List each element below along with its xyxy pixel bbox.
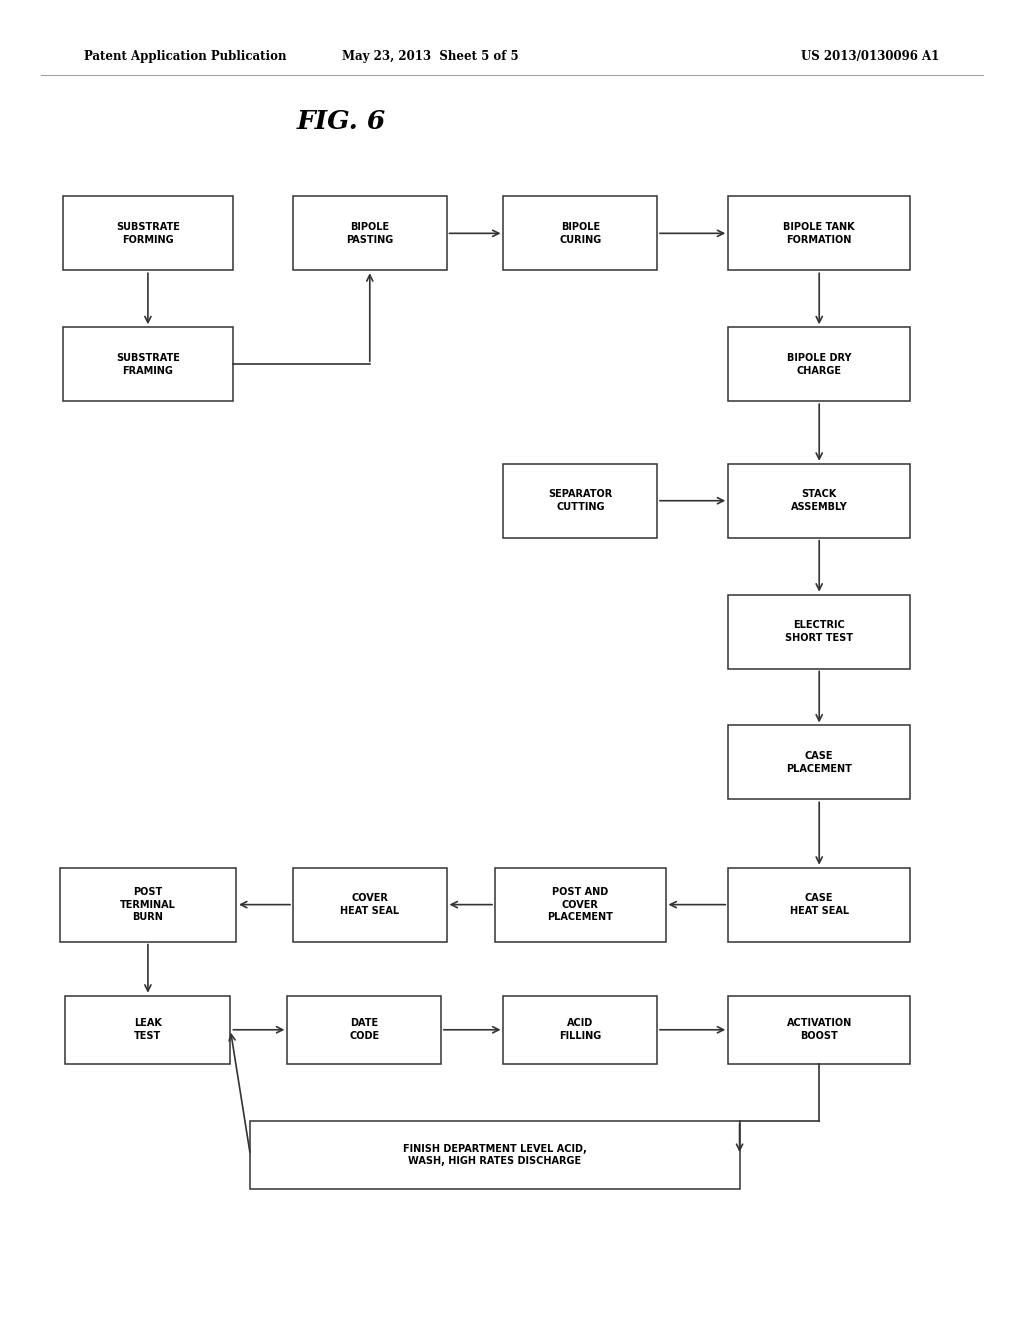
Text: FINISH DEPARTMENT LEVEL ACID,
WASH, HIGH RATES DISCHARGE: FINISH DEPARTMENT LEVEL ACID, WASH, HIGH…: [403, 1143, 587, 1167]
FancyBboxPatch shape: [250, 1121, 739, 1189]
Text: BIPOLE TANK
FORMATION: BIPOLE TANK FORMATION: [783, 222, 855, 244]
FancyBboxPatch shape: [293, 197, 446, 271]
Text: BIPOLE
PASTING: BIPOLE PASTING: [346, 222, 393, 244]
FancyBboxPatch shape: [728, 197, 910, 271]
FancyBboxPatch shape: [62, 327, 233, 401]
FancyBboxPatch shape: [728, 594, 910, 668]
Text: ACTIVATION
BOOST: ACTIVATION BOOST: [786, 1018, 852, 1041]
Text: CASE
HEAT SEAL: CASE HEAT SEAL: [790, 894, 849, 916]
FancyBboxPatch shape: [495, 867, 666, 941]
Text: LEAK
TEST: LEAK TEST: [134, 1018, 162, 1041]
Text: May 23, 2013  Sheet 5 of 5: May 23, 2013 Sheet 5 of 5: [342, 50, 518, 63]
Text: SEPARATOR
CUTTING: SEPARATOR CUTTING: [548, 490, 612, 512]
FancyBboxPatch shape: [728, 327, 910, 401]
FancyBboxPatch shape: [504, 197, 657, 271]
Text: Patent Application Publication: Patent Application Publication: [84, 50, 287, 63]
FancyBboxPatch shape: [59, 867, 237, 941]
Text: US 2013/0130096 A1: US 2013/0130096 A1: [801, 50, 940, 63]
Text: ACID
FILLING: ACID FILLING: [559, 1018, 601, 1041]
Text: CASE
PLACEMENT: CASE PLACEMENT: [786, 751, 852, 774]
Text: BIPOLE DRY
CHARGE: BIPOLE DRY CHARGE: [787, 352, 851, 376]
FancyBboxPatch shape: [288, 995, 441, 1064]
Text: ELECTRIC
SHORT TEST: ELECTRIC SHORT TEST: [785, 620, 853, 643]
FancyBboxPatch shape: [728, 995, 910, 1064]
Text: DATE
CODE: DATE CODE: [349, 1018, 379, 1041]
Text: BIPOLE
CURING: BIPOLE CURING: [559, 222, 601, 244]
FancyBboxPatch shape: [66, 995, 230, 1064]
FancyBboxPatch shape: [293, 867, 446, 941]
Text: POST
TERMINAL
BURN: POST TERMINAL BURN: [120, 887, 176, 923]
Text: POST AND
COVER
PLACEMENT: POST AND COVER PLACEMENT: [548, 887, 613, 923]
Text: STACK
ASSEMBLY: STACK ASSEMBLY: [791, 490, 848, 512]
Text: SUBSTRATE
FORMING: SUBSTRATE FORMING: [116, 222, 180, 244]
Text: FIG. 6: FIG. 6: [297, 110, 386, 135]
FancyBboxPatch shape: [728, 867, 910, 941]
Text: COVER
HEAT SEAL: COVER HEAT SEAL: [340, 894, 399, 916]
FancyBboxPatch shape: [504, 995, 657, 1064]
FancyBboxPatch shape: [728, 463, 910, 537]
FancyBboxPatch shape: [504, 463, 657, 537]
Text: SUBSTRATE
FRAMING: SUBSTRATE FRAMING: [116, 352, 180, 376]
FancyBboxPatch shape: [62, 197, 233, 271]
FancyBboxPatch shape: [728, 726, 910, 800]
